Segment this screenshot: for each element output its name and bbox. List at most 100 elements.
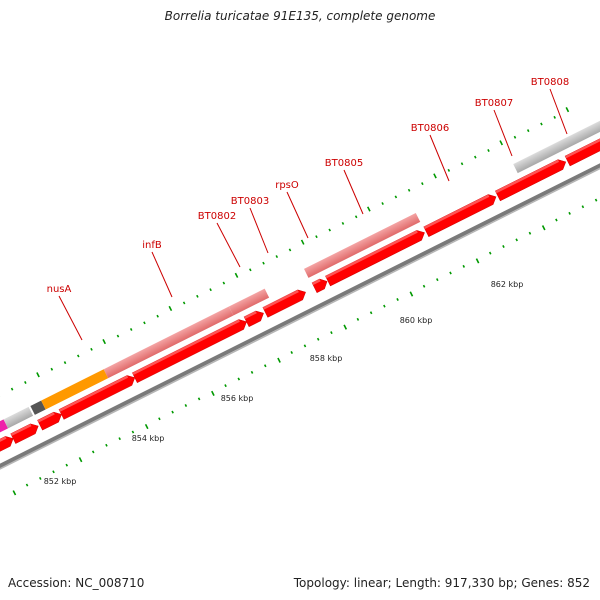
gene-leader-line <box>286 191 309 239</box>
gene-arrow-highlight <box>10 423 32 436</box>
gene-arrow[interactable] <box>423 192 499 237</box>
ruler-tick <box>224 384 227 388</box>
ruler-tick <box>343 324 348 330</box>
ruler-tick <box>262 261 265 265</box>
gene-leader-line <box>549 88 568 135</box>
cds-feature <box>228 288 270 316</box>
ruler-tick <box>526 129 530 133</box>
cds-feature <box>303 212 421 278</box>
ruler-tick <box>36 372 40 378</box>
ruler-tick <box>105 443 108 447</box>
ruler-tick <box>381 202 384 206</box>
ruler-tick <box>290 351 294 354</box>
gene-label[interactable]: infB <box>142 240 162 251</box>
ruler-tick <box>65 463 69 467</box>
gene-label[interactable]: BT0802 <box>198 211 236 222</box>
ruler-tick <box>90 347 93 351</box>
ruler-tick <box>581 205 585 209</box>
ruler-tick <box>541 225 546 231</box>
ruler-tick <box>475 258 480 264</box>
ruler-kbp-label: 860 kbp <box>400 316 433 325</box>
ruler-tick <box>102 338 107 345</box>
gene-label[interactable]: rpsO <box>275 180 299 191</box>
ruler-tick <box>10 387 14 391</box>
ruler-tick <box>116 334 120 338</box>
ruler-kbp-label: 852 kbp <box>44 477 77 486</box>
ruler-tick <box>555 218 558 222</box>
cds-track <box>0 113 600 449</box>
gene-label[interactable]: BT0806 <box>411 123 449 134</box>
ruler-tick <box>568 211 571 215</box>
gene-label[interactable]: BT0805 <box>325 158 363 169</box>
ruler-tick <box>594 198 598 202</box>
gene-track <box>0 127 600 465</box>
gene-arrow-highlight <box>312 279 321 286</box>
ruler-tick <box>462 264 466 268</box>
gene-arrow[interactable] <box>0 434 16 465</box>
gene-arrow[interactable] <box>37 410 64 431</box>
ruler-tick <box>328 228 331 232</box>
ruler-labels: 852 kbp 854 kbp 856 kbp 858 kbp 860 kbp 862 k… <box>44 280 524 486</box>
ruler-tick <box>184 404 188 408</box>
ruler-tick <box>277 357 281 363</box>
ruler-tick <box>488 251 492 255</box>
ruler-tick <box>50 367 54 371</box>
ruler-tick <box>315 235 318 239</box>
ruler-tick <box>263 364 267 368</box>
gene-leader-line <box>216 222 241 268</box>
ruler-tick <box>158 417 161 421</box>
gene-leader-line <box>249 207 269 254</box>
gene-labels: nusA infB BT0802 BT0803 rpsO BT0805 BT0806 BT08… <box>47 77 569 341</box>
ruler-tick <box>171 410 174 414</box>
ruler-tick <box>250 370 254 374</box>
gene-leader-line <box>58 295 83 341</box>
ruler-tick <box>407 188 411 192</box>
ruler-kbp-label: 854 kbp <box>132 434 165 443</box>
ruler-tick <box>502 245 505 248</box>
gene-arrow-highlight <box>423 194 490 230</box>
ruler-tick <box>168 305 173 312</box>
ruler-tick <box>237 377 241 381</box>
gene-arrow[interactable] <box>10 421 41 444</box>
gene-arrow-highlight <box>132 319 240 376</box>
cds-feature <box>41 369 109 410</box>
ruler-tick <box>447 168 451 172</box>
gene-label[interactable]: BT0803 <box>231 196 269 207</box>
gene-arrow-highlight <box>262 289 299 310</box>
ruler-tick <box>249 268 252 272</box>
ruler-tick <box>409 291 414 297</box>
ruler-tick <box>474 155 477 159</box>
ruler-tick <box>129 327 133 331</box>
ruler-tick <box>118 437 121 441</box>
gene-label[interactable]: BT0808 <box>531 77 569 88</box>
ruler-tick <box>25 483 29 487</box>
gene-arrow-highlight <box>325 230 418 279</box>
cds-feature <box>103 306 234 379</box>
gene-arrow-highlight <box>59 375 129 412</box>
page-title: Borrelia turicatae 91E135, complete geno… <box>164 9 436 23</box>
ruler-tick <box>288 248 292 252</box>
ruler-tick <box>39 476 42 480</box>
ruler-tick <box>91 450 95 454</box>
gene-arrow-highlight <box>37 412 55 423</box>
gene-arrow[interactable] <box>262 287 308 318</box>
ruler-tick <box>553 115 556 119</box>
ruler-tick <box>12 490 17 496</box>
cds-feature <box>3 406 34 429</box>
gene-leader-line <box>493 109 513 157</box>
ruler-tick <box>433 173 437 179</box>
gene-arrow[interactable] <box>564 127 600 167</box>
ruler-tick <box>222 281 226 285</box>
ruler-tick <box>234 272 239 278</box>
ruler-tick <box>303 344 307 348</box>
gene-label[interactable]: BT0807 <box>475 98 513 109</box>
ruler-tick <box>144 423 149 430</box>
ruler-kbp-label: 856 kbp <box>221 394 254 403</box>
genome-summary-text: Topology: linear; Length: 917,330 bp; Ge… <box>293 576 590 590</box>
ruler-tick <box>354 215 358 219</box>
gene-arrow-highlight <box>495 159 560 194</box>
gene-label[interactable]: nusA <box>47 284 72 295</box>
ruler-kbp-label: 858 kbp <box>310 354 343 363</box>
ruler-tick <box>422 284 426 288</box>
ruler-tick <box>182 301 186 305</box>
